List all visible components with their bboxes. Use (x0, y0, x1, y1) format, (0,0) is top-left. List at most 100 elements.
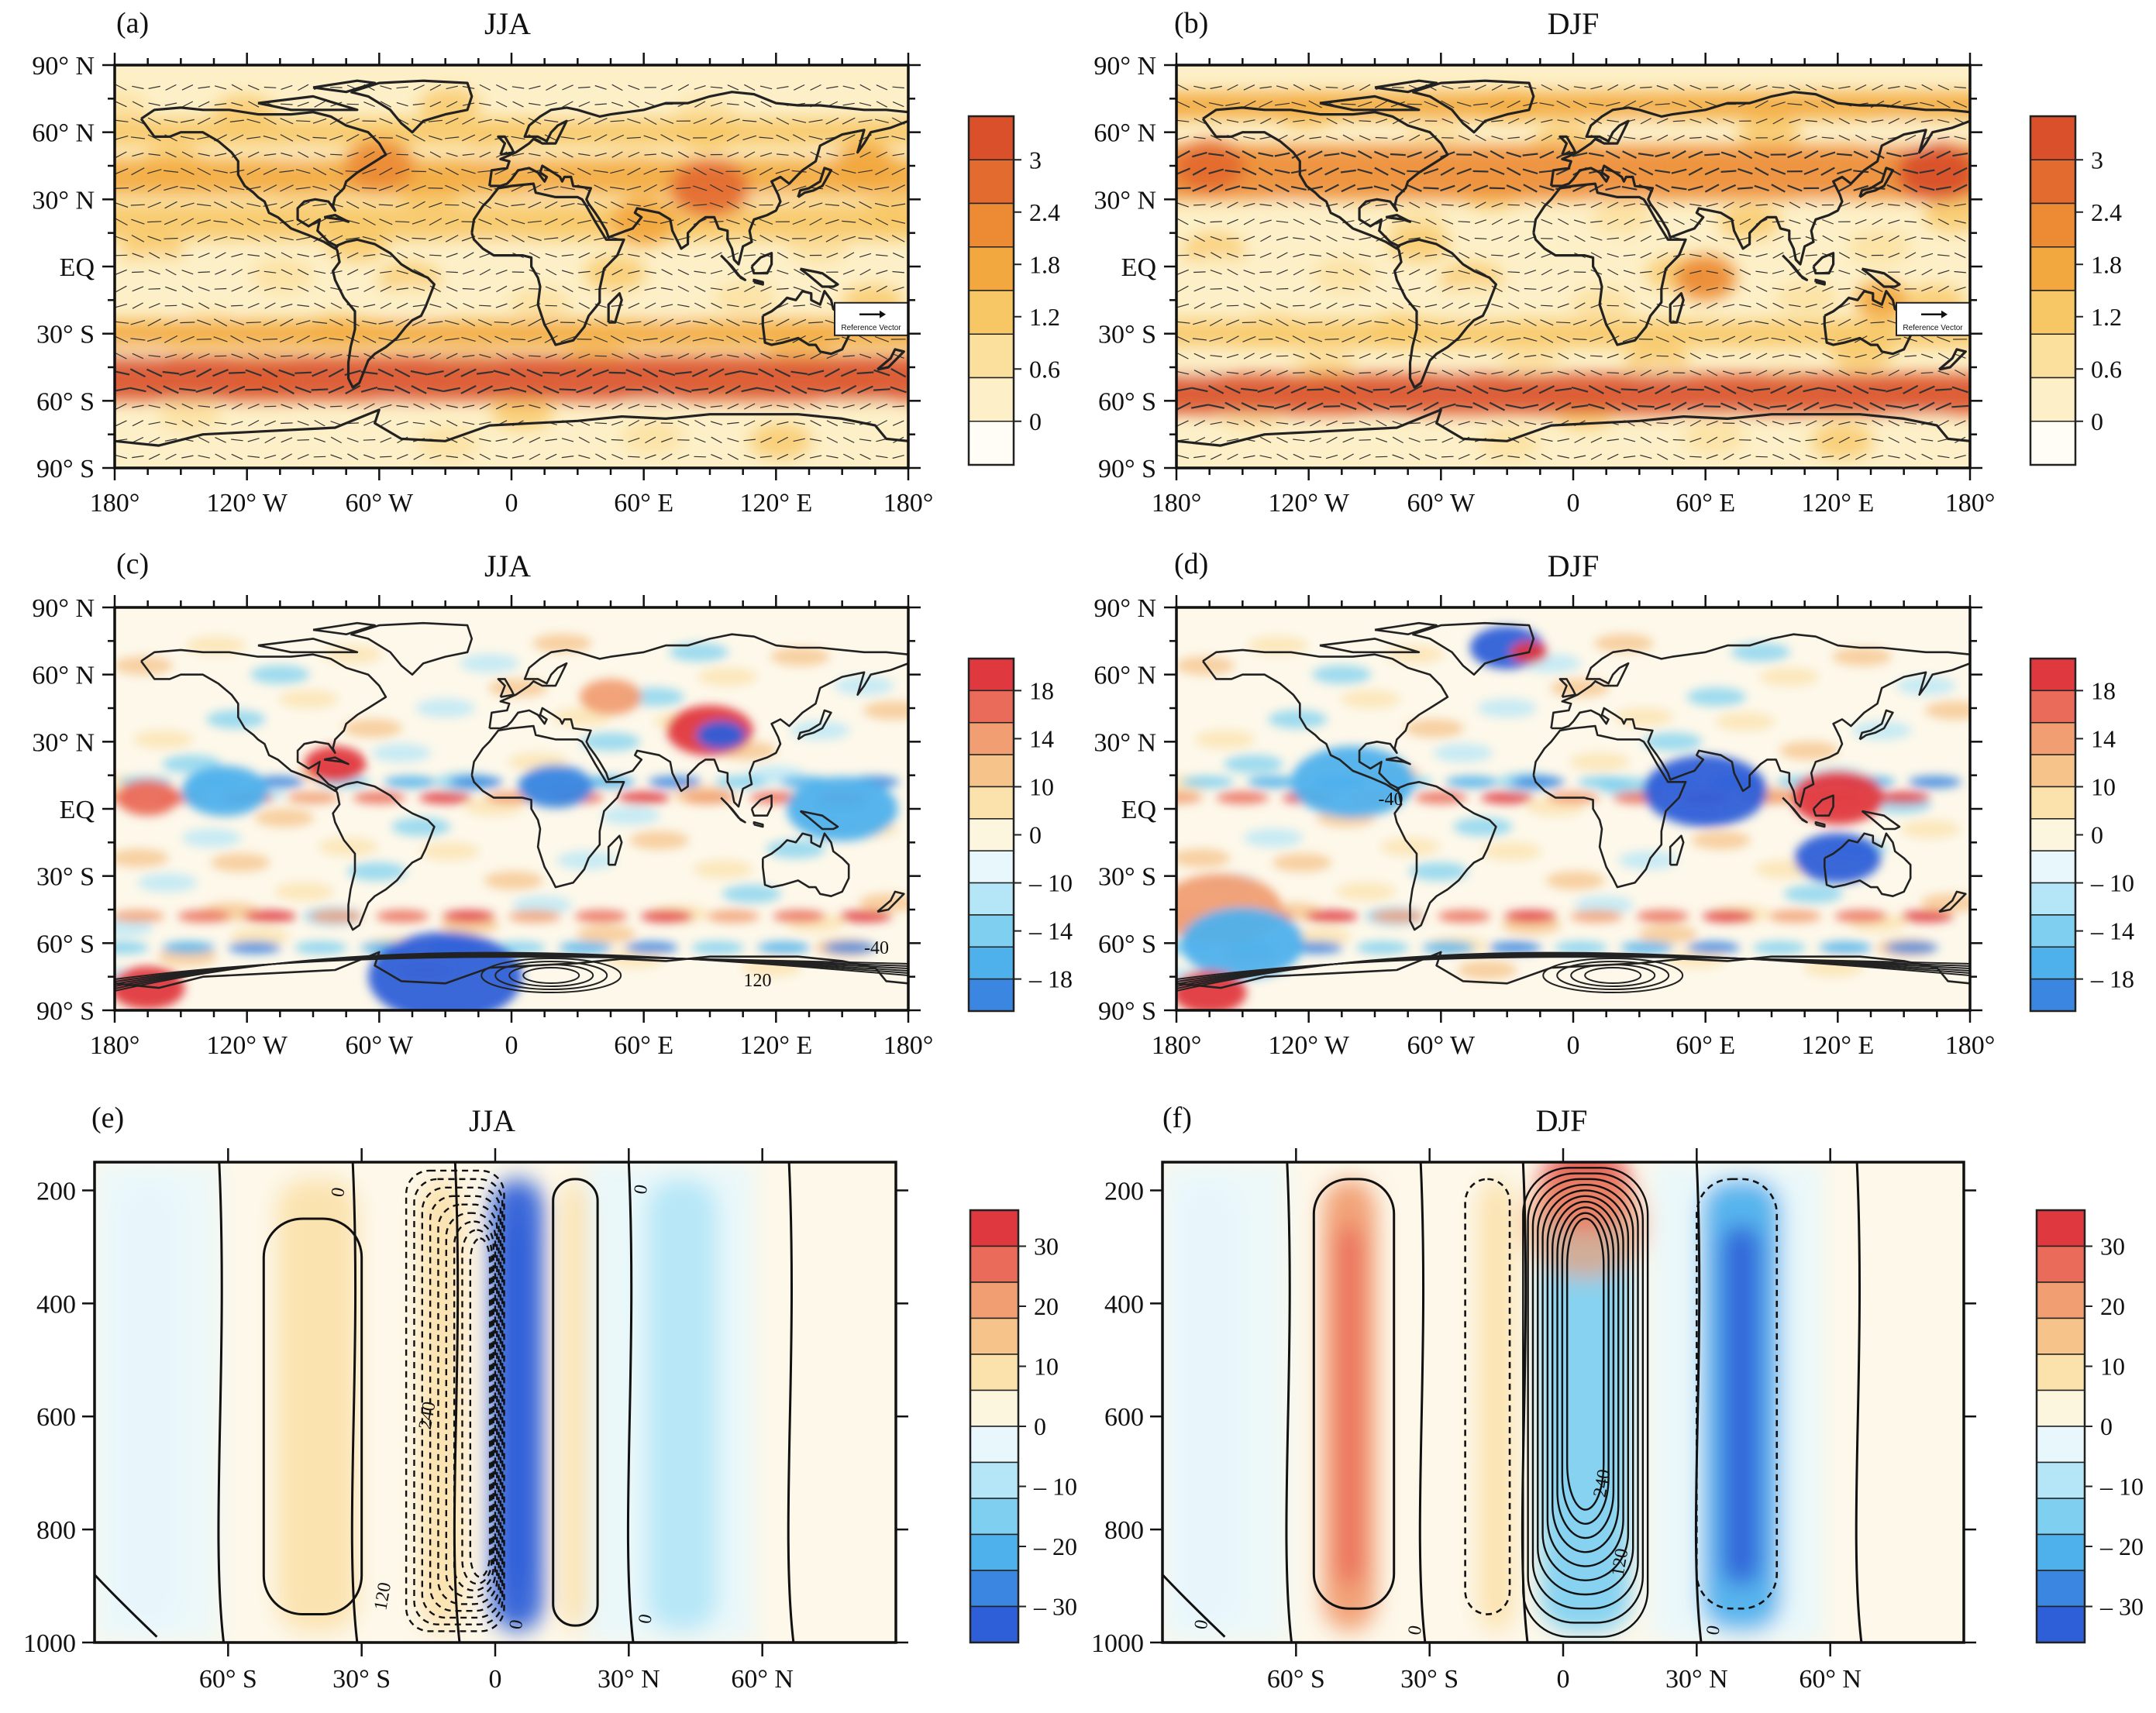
dashed-contour (461, 1229, 493, 1585)
wind-vector (1541, 421, 1553, 425)
coastline-14 (877, 348, 905, 371)
wind-vector (261, 386, 279, 394)
wind-vector (1243, 285, 1255, 293)
wind-vector (742, 201, 756, 208)
wind-vector (1789, 119, 1801, 124)
anomaly-patch (133, 730, 193, 749)
wind-vector (1374, 321, 1389, 324)
colorbar-label: – 30 (1033, 1593, 1077, 1621)
wind-vector (1704, 153, 1720, 157)
zero-contour (1855, 1162, 1863, 1642)
anomaly-blob (1290, 746, 1415, 818)
wind-vector (444, 338, 460, 341)
anomaly-patch (279, 690, 339, 709)
wind-vector (744, 353, 756, 359)
wind-vector (1888, 420, 1900, 427)
wind-vector (742, 135, 757, 141)
wind-vector (1789, 453, 1800, 460)
wind-vector (479, 403, 491, 410)
wind-vector (1558, 285, 1569, 293)
wind-vector (1574, 353, 1586, 359)
wind-vector (1822, 118, 1834, 124)
wind-vector (1307, 402, 1324, 411)
wind-vector (213, 236, 228, 241)
wind-vector (198, 101, 210, 108)
wind-vector (674, 371, 692, 375)
wind-vector (693, 118, 707, 125)
colorbar-segment (2036, 1605, 2085, 1643)
anomaly-patch (1477, 699, 1537, 717)
wind-vector (1211, 252, 1222, 259)
contour-lines (115, 951, 908, 993)
wind-vector (892, 101, 904, 108)
wind-vector (148, 85, 160, 89)
wind-vector (181, 218, 195, 226)
wind-vector (1293, 353, 1305, 359)
wind-vector (1491, 269, 1503, 275)
wind-vector (1326, 118, 1338, 125)
wind-vector (1342, 252, 1355, 259)
wind-vector (1176, 119, 1190, 122)
wind-vector (429, 135, 443, 141)
wind-vector (1540, 335, 1554, 343)
wind-vector (412, 318, 426, 326)
anomaly-patch (182, 828, 242, 848)
wind-vector (1935, 388, 1952, 391)
wind-vector (1408, 287, 1421, 291)
wind-vector (1276, 220, 1289, 223)
wind-vector (1706, 235, 1718, 242)
wind-vector (512, 353, 524, 359)
contour-label: 0 (506, 1618, 528, 1631)
panel-title: DJF (1548, 6, 1600, 41)
panel-title: DJF (1536, 1103, 1588, 1138)
wind-vector (743, 420, 756, 427)
wind-vector (743, 254, 756, 256)
wind-vector (727, 287, 739, 291)
wind-vector (776, 117, 790, 125)
wind-vector (462, 134, 476, 142)
wind-vector (1474, 287, 1487, 291)
wind-vector (1540, 319, 1554, 326)
coastline-3 (1550, 91, 1970, 266)
wind-vector (592, 369, 609, 377)
wind-vector (1557, 236, 1569, 242)
wind-vector (1689, 336, 1703, 342)
wind-vector (1407, 318, 1421, 326)
wind-vector (859, 268, 871, 276)
wind-vector (1806, 353, 1817, 359)
wind-vector (1623, 254, 1636, 256)
anomaly-patch (1731, 642, 1790, 662)
zonal-streak (376, 910, 429, 923)
wind-vector (479, 353, 491, 359)
wind-vector (1293, 453, 1305, 460)
wind-vector (263, 153, 277, 157)
x-tick-label: 60° E (614, 1031, 673, 1060)
wind-vector (395, 184, 409, 192)
wind-vector (857, 385, 873, 394)
colorbar-label: – 10 (2090, 869, 2134, 897)
wind-vector (511, 136, 525, 140)
colorbar-label: – 18 (2090, 965, 2134, 993)
y-tick-label: 600 (36, 1403, 76, 1432)
wind-vector (1720, 170, 1737, 173)
anomaly-patch (556, 851, 616, 870)
wind-vector (1342, 118, 1355, 124)
wind-vector (1838, 118, 1850, 125)
wind-vector (115, 254, 128, 256)
colorbar-segment (2030, 978, 2076, 1012)
wind-vector (1176, 150, 1190, 160)
wind-vector (1359, 135, 1371, 141)
wind-vector (115, 303, 128, 308)
colorbar-segment (2036, 1389, 2085, 1427)
wind-vector (429, 353, 442, 359)
wind-vector (411, 170, 427, 173)
y-tick-label: EQ (60, 253, 95, 282)
wind-vector (461, 318, 476, 327)
wind-vector (1524, 436, 1536, 443)
wind-vector (727, 354, 739, 358)
wind-vector (1789, 354, 1801, 358)
wind-vector (1572, 100, 1587, 108)
colorbar-segment (2036, 1245, 2085, 1283)
wind-vector (1937, 218, 1949, 225)
wind-vector (526, 368, 543, 377)
